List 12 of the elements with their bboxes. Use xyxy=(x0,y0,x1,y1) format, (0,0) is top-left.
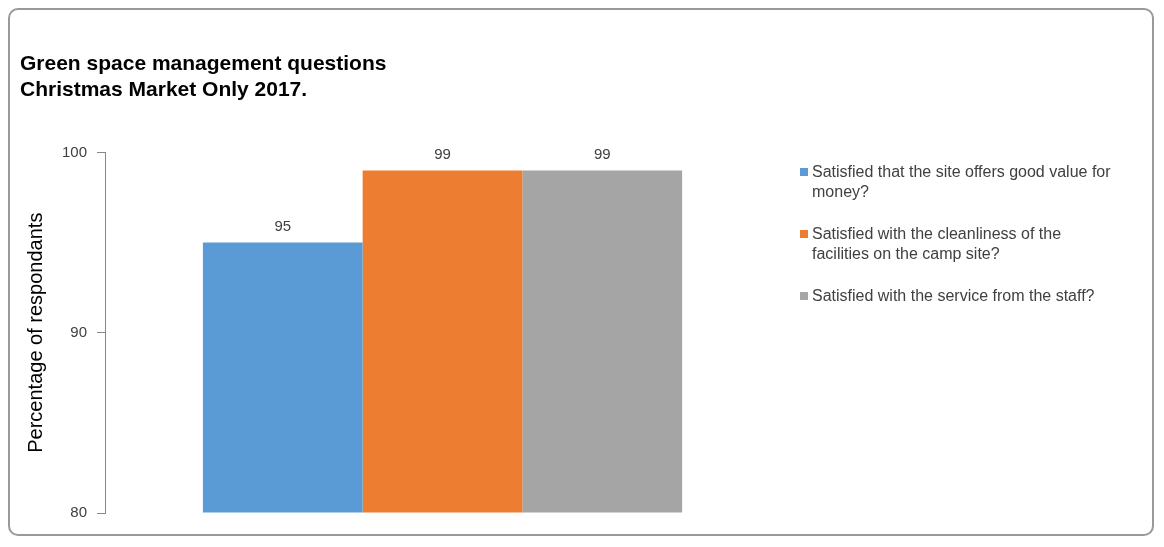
y-axis-title: Percentage of respondants xyxy=(23,212,46,453)
y-tick-label: 100 xyxy=(62,142,88,160)
legend-label: Satisfied with the service from the staff? xyxy=(812,286,1096,306)
legend-label: Satisfied that the site offers good value for money? xyxy=(812,162,1112,202)
data-label: 99 xyxy=(434,145,451,163)
legend-label: Satisfied with the cleanliness of the facilities on the camp site? xyxy=(812,224,1063,264)
data-label: 95 xyxy=(274,217,292,235)
text: Christmas Market Only 2017. xyxy=(20,76,308,100)
data-label: 99 xyxy=(593,145,611,163)
text: Green space management questions xyxy=(20,51,387,75)
y-tick-label: 90 xyxy=(70,322,88,340)
y-tick-label: 80 xyxy=(70,503,88,521)
